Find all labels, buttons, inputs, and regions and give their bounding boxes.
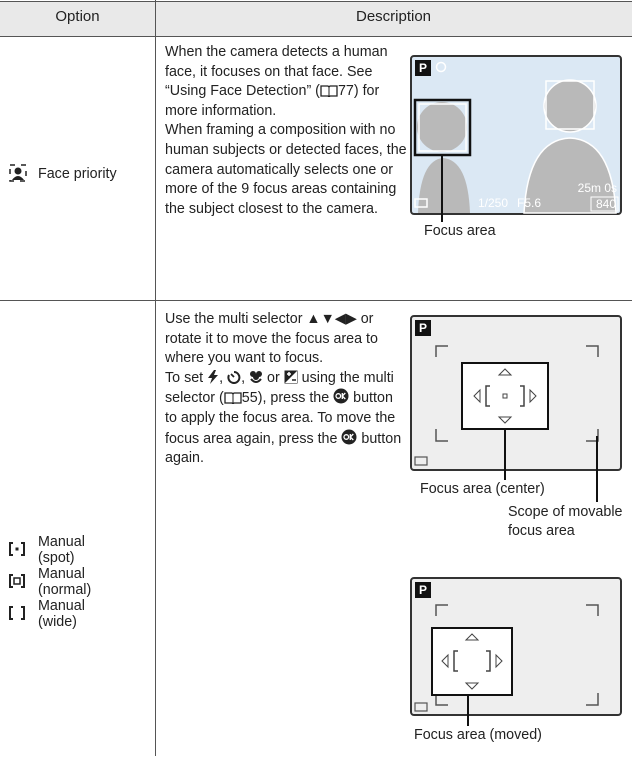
screen-text: F5.6 bbox=[517, 196, 541, 210]
text: button again. bbox=[165, 430, 402, 467]
face-priority-icon bbox=[9, 164, 27, 182]
screen-text: P bbox=[419, 321, 427, 335]
ok-button-icon bbox=[333, 388, 349, 404]
text: Use the multi selector ▲▼◀▶ or rotate it… bbox=[165, 311, 378, 367]
normal-icon bbox=[9, 574, 25, 588]
text: When the camera detects a human face, it… bbox=[165, 44, 388, 100]
text: When framing a composition with no human… bbox=[165, 122, 407, 217]
figure-caption: Focus area (moved) bbox=[414, 727, 542, 743]
paragraph: Use the multi selector ▲▼◀▶ or rotate it… bbox=[165, 310, 408, 369]
book-icon bbox=[320, 85, 338, 99]
macro-icon bbox=[250, 370, 263, 383]
header-cell: Option bbox=[55, 8, 100, 25]
option-label: Manual (spot) bbox=[38, 534, 85, 566]
book-icon bbox=[224, 392, 242, 406]
screen-figure: P bbox=[410, 577, 622, 726]
option-label: Manual (wide) bbox=[38, 598, 85, 630]
row-divider bbox=[0, 300, 632, 301]
paragraph: To set , , or using the multi selector (… bbox=[165, 369, 408, 469]
screen-figure: P 1/250 F5.6 25m 0s 840 bbox=[410, 55, 622, 222]
text: , bbox=[219, 369, 228, 386]
text: using the multi selector ( bbox=[165, 369, 394, 407]
flash-icon bbox=[208, 369, 219, 384]
option-label: Manual (normal) bbox=[38, 566, 92, 598]
screen-text: 25m 0s bbox=[578, 181, 617, 195]
option-label: Face priority bbox=[38, 166, 117, 182]
description: When the camera detects a human face, it… bbox=[165, 43, 408, 219]
screen-text: 840 bbox=[596, 197, 616, 211]
exposure-icon bbox=[284, 370, 298, 384]
paragraph: When framing a composition with no human… bbox=[165, 121, 408, 219]
header-cell: Description bbox=[355, 8, 432, 25]
screen-text: 1/250 bbox=[478, 196, 508, 210]
paragraph: When the camera detects a human face, it… bbox=[165, 43, 408, 121]
screen-figure: P bbox=[410, 315, 622, 502]
text: To set bbox=[165, 369, 208, 386]
text: 55), press the bbox=[241, 390, 334, 407]
wide-icon bbox=[9, 606, 25, 620]
text: or bbox=[263, 369, 284, 386]
table-header bbox=[0, 1, 632, 37]
self-timer-icon bbox=[227, 370, 241, 384]
screen-text: P bbox=[419, 583, 427, 597]
text: button to apply the focus area. To move … bbox=[165, 390, 396, 447]
spot-icon bbox=[9, 542, 25, 556]
text: 77) for more information. bbox=[165, 83, 380, 119]
ok-button-icon bbox=[341, 429, 357, 445]
description: Use the multi selector ▲▼◀▶ or rotate it… bbox=[165, 310, 408, 469]
screen-text: P bbox=[419, 61, 427, 75]
figure-caption: Scope of movable focus area bbox=[508, 504, 623, 539]
figure-caption: Focus area bbox=[424, 223, 496, 239]
figure-caption: Focus area (center) bbox=[420, 481, 545, 497]
text: , bbox=[241, 369, 250, 386]
column-divider bbox=[155, 0, 156, 756]
